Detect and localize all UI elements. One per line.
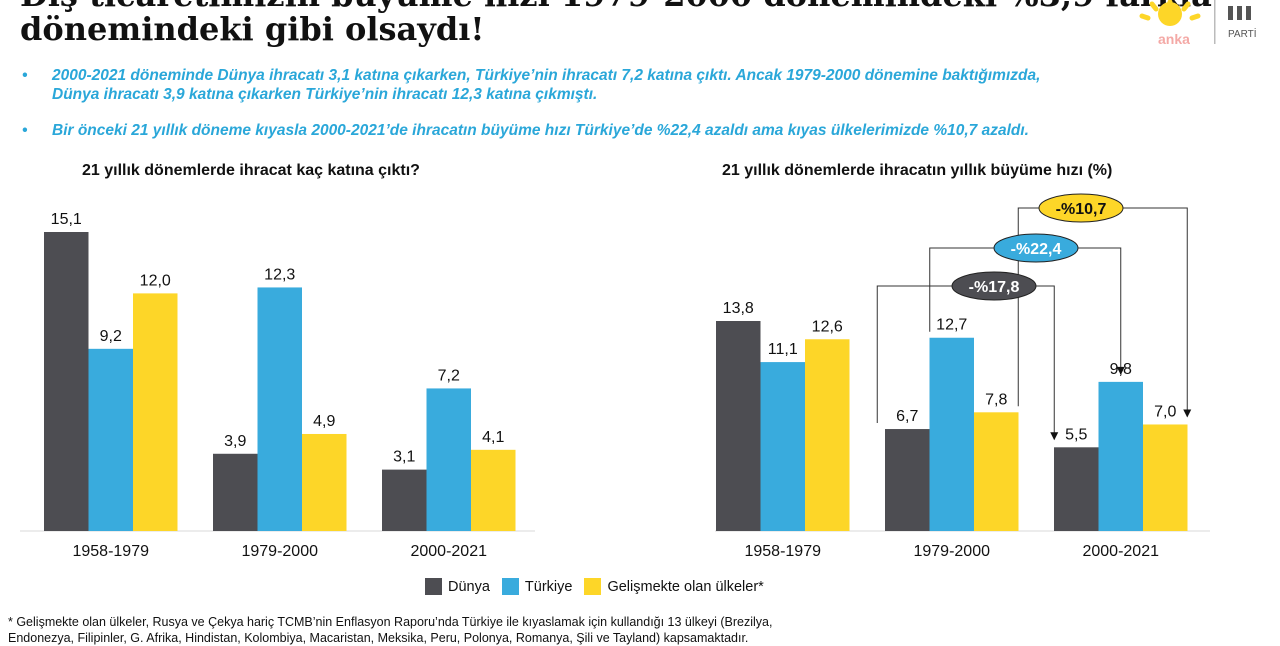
footnote-line: * Gelişmekte olan ülkeler, Rusya ve Çeky… — [8, 615, 773, 629]
data-label: 6,7 — [896, 408, 918, 425]
annotation-arrowhead — [1116, 366, 1125, 375]
annotation-label: -%10,7 — [1056, 201, 1107, 218]
legend-swatch-turkiye — [501, 578, 519, 595]
bar-gelismekte — [974, 412, 1019, 531]
bar-gelismekte — [471, 449, 516, 531]
legend-swatch-dunya — [425, 578, 442, 595]
bar-gelismekte — [302, 433, 347, 531]
annotation-label: -%22,4 — [1011, 241, 1062, 258]
annotation-arrowhead — [1050, 432, 1059, 441]
data-label: 7,0 — [1154, 403, 1176, 420]
x-tick-label: 1979-2000 — [913, 543, 990, 560]
data-label: 12,0 — [140, 272, 171, 289]
legend-swatch-gelismekte — [584, 578, 602, 595]
x-tick-label: 2000-2021 — [1082, 543, 1159, 560]
data-label: 11,1 — [768, 341, 798, 358]
legend-label-gelismekte: Gelişmekte olan ülkeler* — [607, 578, 764, 595]
bar-dunya — [716, 321, 761, 531]
legend-label-turkiye: Türkiye — [524, 578, 573, 595]
bar-gelismekte — [805, 339, 850, 531]
bar-dunya — [885, 429, 930, 531]
data-label: 12,6 — [812, 318, 843, 335]
chart-title-growth-rate: 21 yıllık dönemlerde ihracatın yıllık bü… — [722, 162, 1113, 179]
bullet-item: • Bir önceki 21 yıllık döneme kıyasla 20… — [22, 121, 1262, 140]
data-label: 13,8 — [723, 300, 754, 317]
x-tick-label: 1979-2000 — [241, 543, 318, 560]
bar-gelismekte — [133, 293, 178, 531]
bar-dunya — [382, 469, 427, 531]
bar-dunya — [213, 453, 258, 531]
x-tick-label: 1958-1979 — [72, 543, 149, 560]
data-label: 12,7 — [936, 317, 967, 334]
bar-gelismekte — [1143, 424, 1188, 531]
bullet-text-line: Bir önceki 21 yıllık döneme kıyasla 2000… — [52, 122, 1029, 139]
footnote-line: Endonezya, Filipinler, G. Afrika, Hindis… — [8, 631, 749, 645]
bar-turkiye — [929, 337, 974, 531]
bullet-text-line: 2000-2021 döneminde Dünya ihracatı 3,1 k… — [52, 67, 1041, 84]
legend-item-gelismekte: Gelişmekte olan ülkeler* — [584, 578, 764, 595]
annotation-arrowhead — [1183, 409, 1192, 418]
data-label: 7,2 — [438, 367, 460, 384]
data-label: 12,3 — [264, 266, 295, 283]
data-label: 7,8 — [985, 391, 1007, 408]
bar-dunya — [1054, 447, 1099, 531]
footnote: * Gelişmekte olan ülkeler, Rusya ve Çeky… — [8, 614, 1268, 646]
legend-label-dunya: Dünya — [448, 578, 490, 595]
bar-turkiye — [257, 287, 302, 531]
legend: Dünya Türkiye Gelişmekte olan ülkeler* — [425, 578, 776, 595]
data-label: 4,9 — [313, 413, 335, 430]
title-line-2: dönemindeki gibi olsaydı! — [20, 10, 485, 48]
bar-turkiye — [1098, 381, 1143, 531]
x-tick-label: 1958-1979 — [744, 543, 821, 560]
bar-dunya — [44, 232, 89, 531]
bar-turkiye — [760, 362, 805, 531]
bullet-item: • 2000-2021 döneminde Dünya ihracatı 3,1… — [22, 66, 1262, 104]
legend-item-dunya: Dünya — [425, 578, 490, 595]
party-logo: anka PARTİ — [1130, 0, 1280, 48]
anka-logo-text: anka — [1158, 31, 1190, 47]
bullet-dot: • — [22, 67, 28, 84]
chart-title-export-multiple: 21 yıllık dönemlerde ihracat kaç katına … — [82, 162, 420, 179]
annotation-badge — [1038, 193, 1124, 223]
data-label: 9,2 — [100, 328, 122, 345]
legend-item-turkiye: Türkiye — [501, 578, 573, 595]
x-tick-label: 2000-2021 — [410, 543, 487, 560]
bar-turkiye — [426, 388, 471, 531]
page-title: Dış ticaretimizin büyüme hızı 1979-2000 … — [20, 0, 1212, 46]
sun-logo-icon: anka PARTİ — [1139, 0, 1257, 47]
data-label: 4,1 — [482, 429, 504, 446]
bullet-text-line: Dünya ihracatı 3,9 katına çıkarken Türki… — [52, 86, 598, 103]
data-label: 15,1 — [51, 211, 82, 228]
annotation-badge — [993, 233, 1079, 263]
bar-turkiye — [88, 348, 133, 531]
party-logo-text: PARTİ — [1228, 27, 1257, 40]
data-label: 3,1 — [393, 449, 415, 466]
summary-bullets: • 2000-2021 döneminde Dünya ihracatı 3,1… — [22, 66, 1262, 157]
bullet-dot: • — [22, 122, 28, 139]
annotation-label: -%17,8 — [969, 279, 1020, 296]
data-label: 3,9 — [224, 433, 246, 450]
title-line-1: Dış ticaretimizin büyüme hızı 1979-2000 … — [20, 0, 1212, 12]
data-label: 5,5 — [1065, 426, 1087, 443]
annotation-badge — [951, 271, 1037, 301]
